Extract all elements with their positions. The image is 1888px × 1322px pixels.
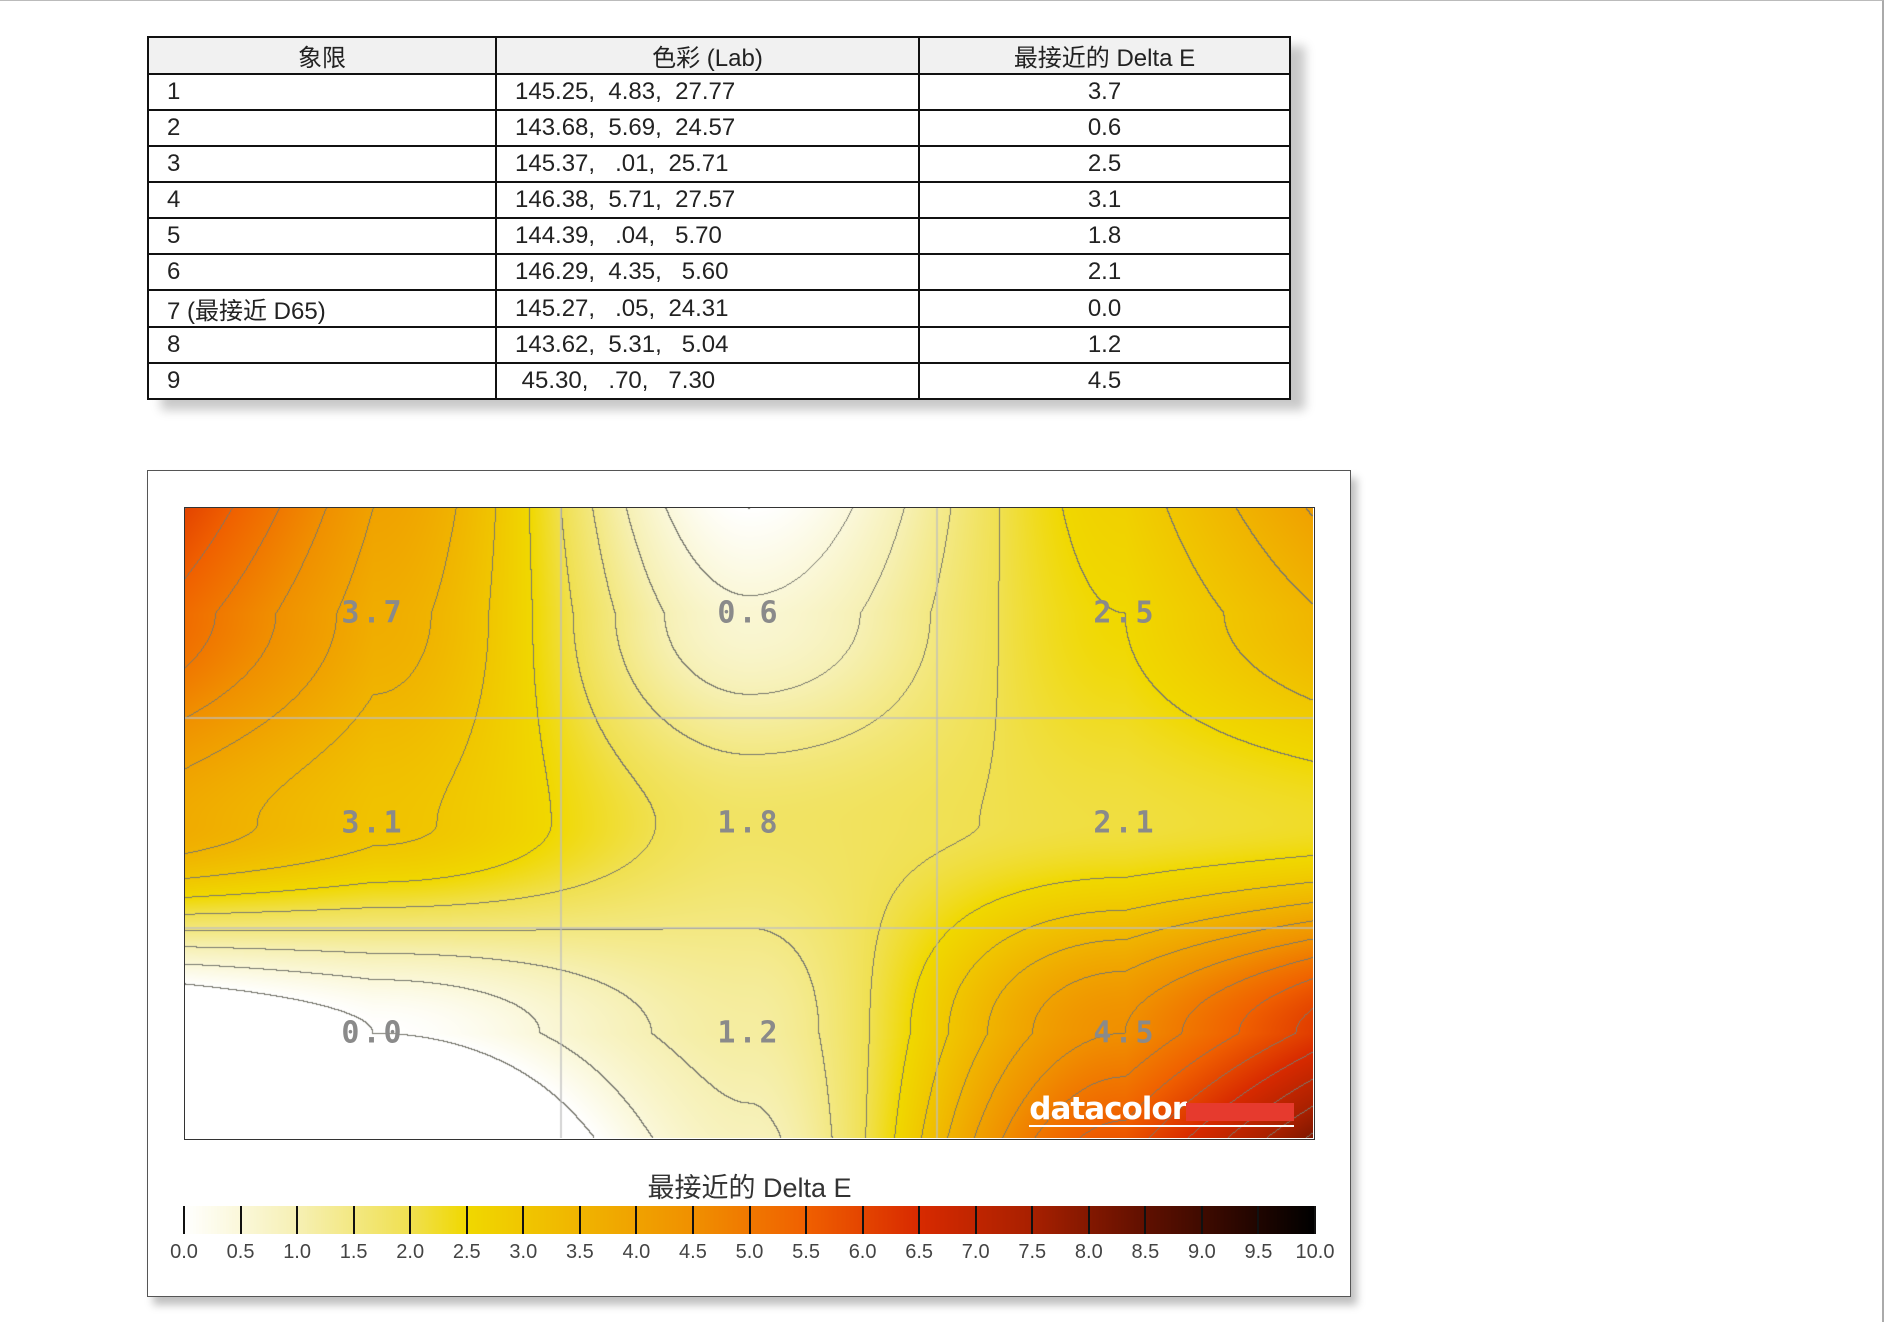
table-row: 8 143.62, 5.31, 5.04 1.2 xyxy=(147,326,1291,364)
datacolor-logo: datacolor xyxy=(1029,1091,1294,1127)
colorbar-tick xyxy=(465,1206,468,1234)
colorbar-tick xyxy=(522,1206,525,1234)
delta-e-cell: 4.5 xyxy=(918,362,1291,400)
table-header-row: 象限 色彩 (Lab) 最接近的 Delta E xyxy=(147,36,1291,75)
colorbar-tick xyxy=(1031,1206,1034,1234)
table-row: 9 45.30, .70, 7.30 4.5 xyxy=(147,362,1291,400)
heatmap-canvas xyxy=(185,508,1313,1138)
colorbar-tick xyxy=(805,1206,808,1234)
colorbar-title: 最接近的 Delta E xyxy=(647,1173,852,1203)
delta-e-cell: 3.1 xyxy=(918,181,1291,219)
delta-e-cell: 3.7 xyxy=(918,73,1291,111)
colorbar-tick xyxy=(183,1206,185,1234)
colorbar-tick xyxy=(974,1206,977,1234)
delta-e-cell: 0.6 xyxy=(918,109,1291,147)
cell-value-label: 0.0 xyxy=(341,1015,405,1051)
lab-cell: 146.29, 4.35, 5.60 xyxy=(495,253,920,291)
colorbar-tick-label: 5.5 xyxy=(792,1241,820,1263)
lab-cell: 145.37, .01, 25.71 xyxy=(495,145,920,183)
delta-e-cell: 1.8 xyxy=(918,217,1291,255)
colorbar-tick xyxy=(691,1206,694,1234)
table-row: 3 145.37, .01, 25.71 2.5 xyxy=(147,145,1291,183)
colorbar-tick-label: 8.0 xyxy=(1074,1241,1103,1263)
colorbar-tick-label: 5.0 xyxy=(735,1241,764,1263)
logo-bar xyxy=(1186,1103,1294,1121)
colorbar-tick xyxy=(748,1206,751,1234)
colorbar-tick-label: 4.5 xyxy=(679,1241,707,1263)
colorbar-tick-label: 7.5 xyxy=(1018,1241,1047,1263)
cell-value-label: 3.7 xyxy=(341,595,405,631)
colorbar-tick xyxy=(1087,1206,1090,1234)
cell-value-label: 2.5 xyxy=(1093,595,1157,631)
colorbar-tick xyxy=(635,1206,638,1234)
lab-cell: 45.30, .70, 7.30 xyxy=(495,362,920,400)
colorbar-tick xyxy=(1314,1206,1316,1234)
table-row: 7 (最接近 D65) 145.27, .05, 24.31 0.0 xyxy=(147,289,1291,328)
lab-cell: 145.27, .05, 24.31 xyxy=(495,289,920,328)
colorbar-tick-label: 10.0 xyxy=(1295,1241,1335,1263)
colorbar-tick-label: 8.5 xyxy=(1131,1241,1160,1263)
delta-e-cell: 1.2 xyxy=(918,326,1291,364)
table-row: 1 145.25, 4.83, 27.77 3.7 xyxy=(147,73,1291,111)
colorbar-tick-label: 3.0 xyxy=(509,1241,538,1263)
colorbar-tick-label: 9.0 xyxy=(1187,1241,1216,1263)
colorbar-tick xyxy=(578,1206,581,1234)
quadrant-cell: 5 xyxy=(147,217,497,255)
colorbar-tick-label: 2.0 xyxy=(396,1241,425,1263)
colorbar-tick xyxy=(861,1206,864,1234)
colorbar-tick-label: 6.0 xyxy=(848,1241,877,1263)
quadrant-cell: 3 xyxy=(147,145,497,183)
delta-e-cell: 2.5 xyxy=(918,145,1291,183)
colorbar-tick xyxy=(296,1206,299,1234)
cell-value-label: 1.8 xyxy=(717,805,781,841)
header-delta-e: 最接近的 Delta E xyxy=(918,36,1291,75)
colorbar-tick-label: 1.0 xyxy=(283,1241,311,1263)
header-color-lab: 色彩 (Lab) xyxy=(495,36,920,75)
colorbar-tick xyxy=(918,1206,921,1234)
header-quadrant: 象限 xyxy=(147,36,497,75)
quadrant-cell: 1 xyxy=(147,73,497,111)
delta-e-cell: 2.1 xyxy=(918,253,1291,291)
colorbar-tick-label: 6.5 xyxy=(905,1241,934,1263)
logo-text: datacolor xyxy=(1029,1091,1187,1127)
lab-cell: 144.39, .04, 5.70 xyxy=(495,217,920,255)
cell-value-label: 1.2 xyxy=(717,1015,781,1051)
lab-cell: 143.62, 5.31, 5.04 xyxy=(495,326,920,364)
cell-value-label: 0.6 xyxy=(717,595,781,631)
colorbar-tick xyxy=(1200,1206,1203,1234)
colorbar-tick-label: 9.5 xyxy=(1244,1241,1273,1263)
quadrant-cell: 8 xyxy=(147,326,497,364)
quadrant-cell: 7 (最接近 D65) xyxy=(147,289,497,328)
colorbar-tick-label: 4.0 xyxy=(622,1241,651,1263)
colorbar-tick-label: 7.0 xyxy=(961,1241,990,1263)
quadrant-cell: 9 xyxy=(147,362,497,400)
cell-value-label: 4.5 xyxy=(1093,1015,1157,1051)
colorbar-tick xyxy=(409,1206,412,1234)
colorbar-tick xyxy=(1257,1206,1260,1234)
cell-value-label: 3.1 xyxy=(341,805,405,841)
table-row: 4 146.38, 5.71, 27.57 3.1 xyxy=(147,181,1291,219)
colorbar-tick-label: 1.5 xyxy=(339,1241,368,1263)
table-row: 2 143.68, 5.69, 24.57 0.6 xyxy=(147,109,1291,147)
colorbar-tick xyxy=(239,1206,242,1234)
table-row: 5 144.39, .04, 5.70 1.8 xyxy=(147,217,1291,255)
delta-e-cell: 0.0 xyxy=(918,289,1291,328)
lab-table: 象限 色彩 (Lab) 最接近的 Delta E 1 145.25, 4.83, … xyxy=(147,36,1291,400)
lab-cell: 145.25, 4.83, 27.77 xyxy=(495,73,920,111)
colorbar-tick xyxy=(352,1206,355,1234)
colorbar-tick-label: 2.5 xyxy=(452,1241,481,1263)
colorbar-tick-label: 0.0 xyxy=(170,1241,198,1263)
colorbar-tick xyxy=(1144,1206,1147,1234)
uniformity-heatmap: 3.7 0.6 2.5 3.1 1.8 2.1 0.0 1.2 4.5 datacolor xyxy=(184,507,1315,1140)
quadrant-cell: 4 xyxy=(147,181,497,219)
lab-cell: 143.68, 5.69, 24.57 xyxy=(495,109,920,147)
table-row: 6 146.29, 4.35, 5.60 2.1 xyxy=(147,253,1291,291)
colorbar-tick-label: 3.5 xyxy=(565,1241,594,1263)
colorbar-tick-label: 0.5 xyxy=(226,1241,255,1263)
cell-value-label: 2.1 xyxy=(1093,805,1157,841)
lab-cell: 146.38, 5.71, 27.57 xyxy=(495,181,920,219)
quadrant-cell: 6 xyxy=(147,253,497,291)
quadrant-cell: 2 xyxy=(147,109,497,147)
